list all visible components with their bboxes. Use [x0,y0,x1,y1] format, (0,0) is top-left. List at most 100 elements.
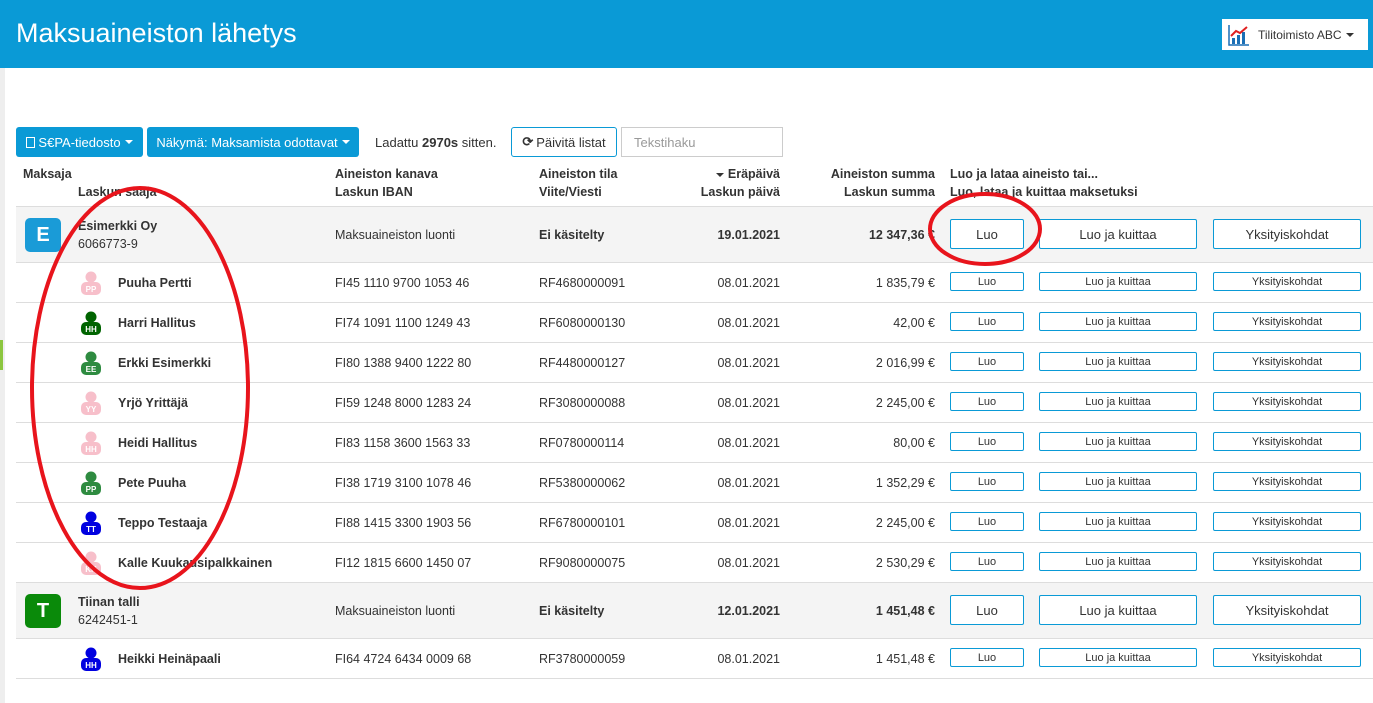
recipient-name[interactable]: Heikki Heinäpaali [118,652,221,666]
create-button[interactable]: Luo [950,552,1024,571]
svg-text:HH: HH [85,325,97,334]
person-avatar-icon: EE [81,351,101,375]
create-button[interactable]: Luo [950,312,1024,331]
caret-down-icon [124,140,133,144]
sepa-file-dropdown[interactable]: S€PA-tiedosto [16,127,143,157]
recipient-name[interactable]: Teppo Testaaja [118,516,208,530]
recipient-name[interactable]: Harri Hallitus [118,316,196,330]
invoice-date: 08.01.2021 [717,516,780,530]
recipient-name[interactable]: Heidi Hallitus [118,436,198,450]
create-ack-button[interactable]: Luo ja kuittaa [1039,512,1197,531]
create-ack-button[interactable]: Luo ja kuittaa [1039,312,1197,331]
create-ack-button[interactable]: Luo ja kuittaa [1039,595,1197,625]
details-button[interactable]: Yksityiskohdat [1213,219,1361,249]
create-button[interactable]: Luo [950,595,1024,625]
details-button[interactable]: Yksityiskohdat [1213,512,1361,531]
create-button[interactable]: Luo [950,472,1024,491]
invoice-reference: RF6780000101 [539,516,626,530]
create-ack-button[interactable]: Luo ja kuittaa [1039,472,1197,491]
svg-text:HH: HH [85,661,97,670]
create-ack-button[interactable]: Luo ja kuittaa [1039,352,1197,371]
payer-name[interactable]: Tiinan talli [78,595,140,609]
invoice-reference: RF4680000091 [539,276,626,290]
loaded-prefix: Ladattu [375,135,422,150]
create-button[interactable]: Luo [950,272,1024,291]
recipient-name[interactable]: Erkki Esimerkki [118,356,212,370]
recipient-name[interactable]: Puuha Pertti [118,276,192,290]
recipient-name[interactable]: Kalle Kuukausipalkkainen [118,556,273,570]
payer-avatar: T [25,594,61,628]
invoice-row: TT Teppo Testaaja FI88 1415 3300 1903 56 RF… [16,503,1373,543]
col-invoice-date[interactable]: Laskun päivä [700,185,780,199]
create-button[interactable]: Luo [950,219,1024,249]
invoice-reference: RF3080000088 [539,396,626,410]
invoice-row: YY Yrjö Yrittäjä FI59 1248 8000 1283 24 RF3… [16,383,1373,423]
invoice-sum: 2 530,29 € [875,556,935,570]
create-button[interactable]: Luo [950,648,1024,667]
search-input[interactable] [621,127,783,157]
view-dropdown[interactable]: Näkymä: Maksamista odottavat [147,127,359,157]
svg-text:HH: HH [85,445,97,454]
recipient-name[interactable]: Pete Puuha [118,476,187,490]
details-button[interactable]: Yksityiskohdat [1213,472,1361,491]
col-channel[interactable]: Aineiston kanava [335,167,438,181]
create-ack-button[interactable]: Luo ja kuittaa [1039,648,1197,667]
invoice-date: 08.01.2021 [717,556,780,570]
col-iban[interactable]: Laskun IBAN [335,185,413,199]
invoice-reference: RF9080000075 [539,556,626,570]
invoice-iban: FI83 1158 3600 1563 33 [335,436,471,450]
svg-text:PP: PP [86,485,97,494]
svg-text:PP: PP [86,285,97,294]
refresh-label: Päivitä listat [536,134,606,150]
create-button[interactable]: Luo [950,392,1024,411]
invoice-iban: FI88 1415 3300 1903 56 [335,516,472,530]
payer-group-row: T Tiinan talli 6242451-1 Maksuaineiston luo… [16,583,1373,639]
organization-dropdown[interactable]: Tilitoimisto ABC [1222,19,1368,50]
create-button[interactable]: Luo [950,512,1024,531]
create-ack-button[interactable]: Luo ja kuittaa [1039,219,1197,249]
payer-id: 6066773-9 [78,237,138,251]
create-ack-button[interactable]: Luo ja kuittaa [1039,272,1197,291]
col-status[interactable]: Aineiston tila [539,167,618,181]
page-title: Maksuaineiston lähetys [16,18,297,48]
batch-status: Ei käsitelty [539,228,605,242]
create-ack-button[interactable]: Luo ja kuittaa [1039,432,1197,451]
invoice-row: HH Heidi Hallitus FI83 1158 3600 1563 33 RF… [16,423,1373,463]
payer-name[interactable]: Esimerkki Oy [78,219,158,233]
invoice-row: PP Puuha Pertti FI45 1110 9700 1053 46 RF46… [16,263,1373,303]
create-button[interactable]: Luo [950,352,1024,371]
details-button[interactable]: Yksityiskohdat [1213,552,1361,571]
details-button[interactable]: Yksityiskohdat [1213,312,1361,331]
details-button[interactable]: Yksityiskohdat [1213,432,1361,451]
create-ack-button[interactable]: Luo ja kuittaa [1039,392,1197,411]
create-button[interactable]: Luo [950,432,1024,451]
invoice-date: 08.01.2021 [717,476,780,490]
invoice-sum: 2 245,00 € [875,516,935,530]
col-ref[interactable]: Viite/Viesti [539,185,602,199]
invoice-row: HH Heikki Heinäpaali FI64 4724 6434 0009 6… [16,639,1373,679]
invoice-reference: RF5380000062 [539,476,626,490]
details-button[interactable]: Yksityiskohdat [1213,272,1361,291]
recipient-name[interactable]: Yrjö Yrittäjä [118,396,188,410]
details-button[interactable]: Yksityiskohdat [1213,595,1361,625]
caret-down-icon [1345,32,1354,37]
invoice-date: 08.01.2021 [717,316,780,330]
create-ack-button[interactable]: Luo ja kuittaa [1039,552,1197,571]
details-button[interactable]: Yksityiskohdat [1213,392,1361,411]
invoice-date: 08.01.2021 [717,276,780,290]
col-due-label: Eräpäivä [727,167,780,181]
col-invoice-sum[interactable]: Laskun summa [843,185,935,199]
person-avatar-icon: PP [81,471,101,495]
col-recipient[interactable]: Laskun saaja [78,185,157,199]
details-button[interactable]: Yksityiskohdat [1213,352,1361,371]
header-divider [16,206,1373,207]
col-action1: Luo ja lataa aineisto tai... [950,167,1098,181]
details-button[interactable]: Yksityiskohdat [1213,648,1361,667]
invoice-iban: FI64 4724 6434 0009 68 [335,652,472,666]
loaded-suffix: sitten. [458,135,497,150]
invoice-iban: FI45 1110 9700 1053 46 [335,276,470,290]
col-batch-sum[interactable]: Aineiston summa [830,167,935,181]
col-payer[interactable]: Maksaja [23,167,72,181]
refresh-button[interactable]: ⟳ Päivitä listat [511,127,617,157]
col-due[interactable]: Eräpäivä [712,165,780,183]
